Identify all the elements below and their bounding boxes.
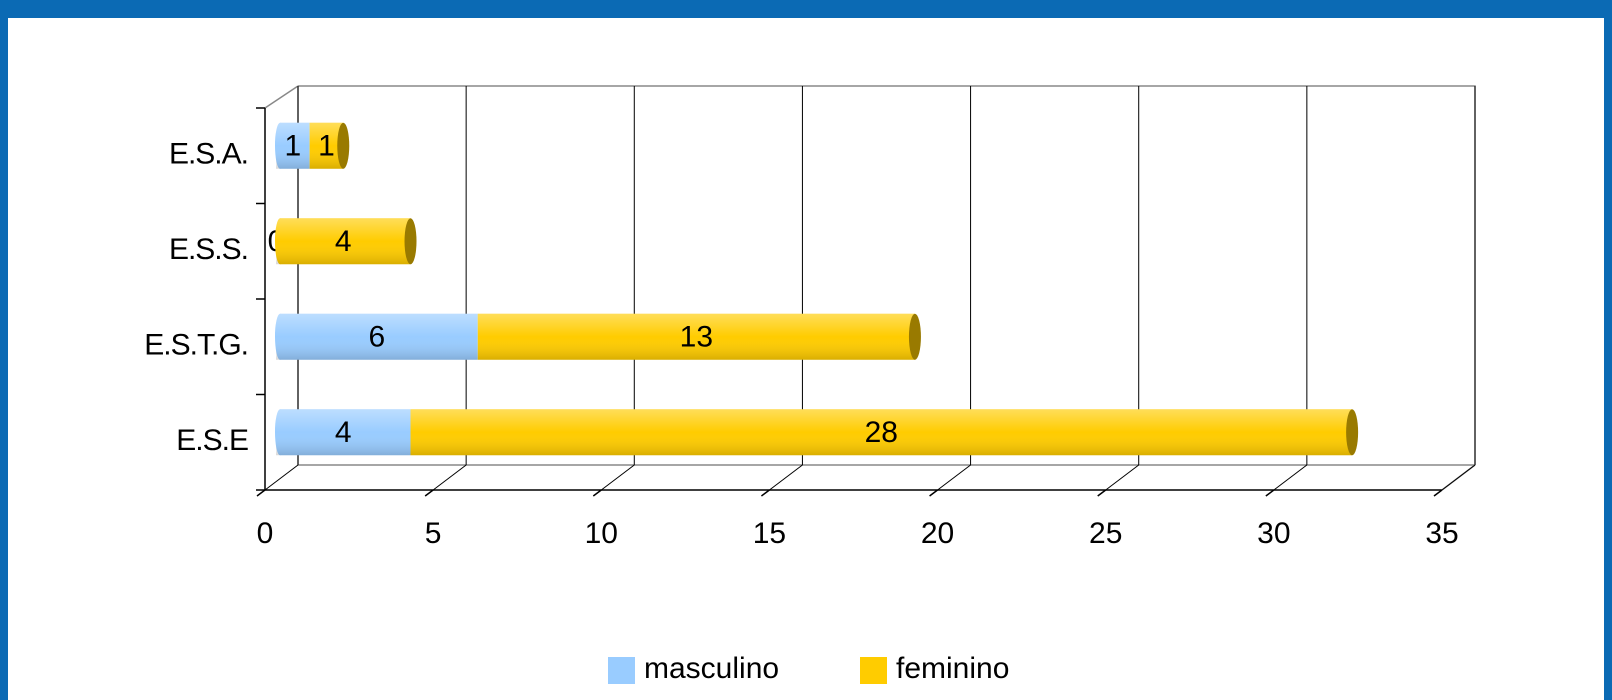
bar-shade <box>276 313 478 360</box>
value-label: 13 <box>680 321 713 354</box>
floor-grid-line <box>937 464 971 491</box>
value-label: 6 <box>369 321 386 354</box>
legend-label: masculino <box>644 652 779 685</box>
x-tick-label: 35 <box>1425 517 1458 550</box>
x-tick <box>592 489 602 497</box>
x-tick-label: 0 <box>257 517 274 550</box>
floor-grid-line <box>1441 464 1476 491</box>
legend-label: feminino <box>896 652 1009 685</box>
x-tick <box>1265 489 1275 497</box>
x-tick-label: 20 <box>921 517 954 550</box>
x-tick-label: 15 <box>753 517 786 550</box>
bar-shade <box>276 218 411 265</box>
floor-grid-line <box>1273 464 1308 491</box>
x-tick-label: 10 <box>585 517 618 550</box>
category-label: E.S.E <box>176 424 248 457</box>
legend-swatch <box>860 657 887 684</box>
bar-end-cap <box>1346 409 1359 456</box>
x-tick <box>1097 489 1107 497</box>
back-wall <box>298 85 1476 465</box>
floor-grid-line <box>1105 464 1140 491</box>
bar-shade <box>477 313 915 360</box>
floor-grid-line <box>769 464 803 491</box>
value-label: 1 <box>318 130 335 163</box>
bar-shade <box>410 409 1353 456</box>
value-label: 28 <box>865 416 898 449</box>
x-tick <box>760 489 770 497</box>
bar-shade <box>276 122 310 169</box>
left-wall-top <box>264 85 299 109</box>
value-label: 4 <box>335 416 352 449</box>
bar-shade <box>276 409 411 456</box>
floor-grid-line <box>432 464 467 491</box>
category-label: E.S.S. <box>169 233 248 266</box>
x-tick <box>424 489 434 497</box>
x-tick-label: 30 <box>1257 517 1290 550</box>
bar-end-cap <box>908 313 921 360</box>
floor-grid-line <box>600 464 635 491</box>
x-tick-label: 5 <box>425 517 442 550</box>
x-tick <box>1433 489 1443 497</box>
x-tick <box>256 489 266 497</box>
category-label: E.S.T.G. <box>144 329 248 362</box>
x-tick <box>929 489 939 497</box>
bar-end-cap <box>404 218 417 265</box>
category-label: E.S.A. <box>169 138 248 171</box>
value-label: 4 <box>335 225 352 258</box>
bar-end-cap <box>337 122 350 169</box>
legend-swatch <box>608 657 635 684</box>
x-tick-label: 25 <box>1089 517 1122 550</box>
floor-grid-line <box>264 464 299 491</box>
value-label: 1 <box>284 130 301 163</box>
